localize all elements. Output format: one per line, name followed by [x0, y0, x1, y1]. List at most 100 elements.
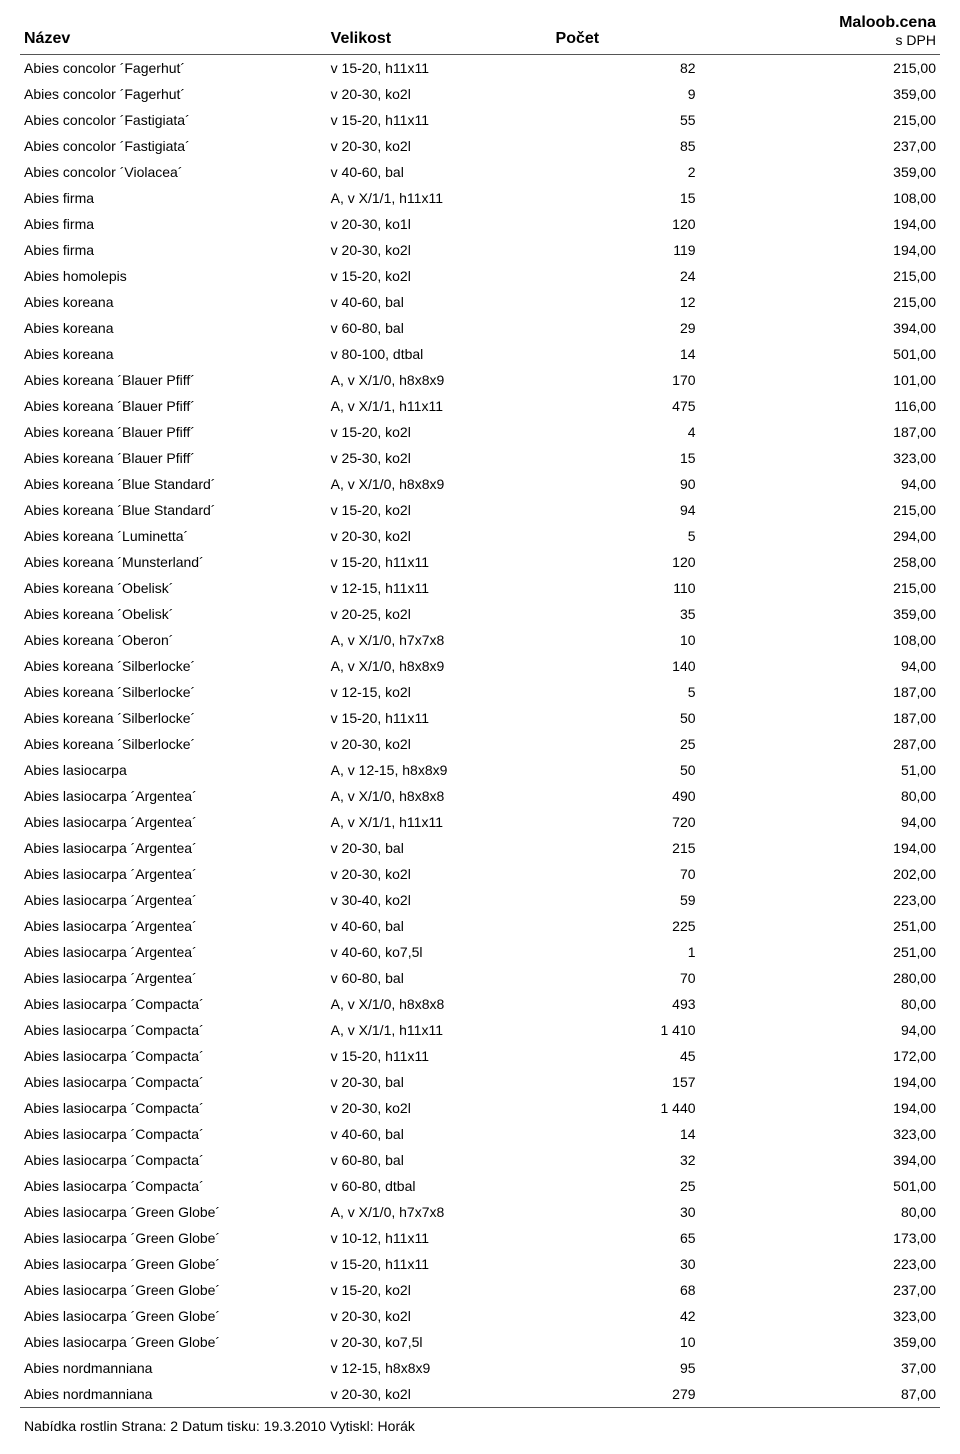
- cell-name: Abies concolor ´Violacea´: [20, 159, 327, 185]
- cell-size: v 20-30, ko2l: [327, 1381, 552, 1407]
- table-row: Abies lasiocarpa ´Green Globe´v 15-20, k…: [20, 1277, 940, 1303]
- cell-size: v 20-30, ko2l: [327, 731, 552, 757]
- cell-size: v 10-12, h11x11: [327, 1225, 552, 1251]
- table-row: Abies koreana ´Munsterland´v 15-20, h11x…: [20, 549, 940, 575]
- cell-size: v 20-30, ko2l: [327, 1303, 552, 1329]
- cell-name: Abies lasiocarpa ´Argentea´: [20, 887, 327, 913]
- cell-size: A, v X/1/1, h11x11: [327, 1017, 552, 1043]
- table-row: Abies firmav 20-30, ko2l119194,00: [20, 237, 940, 263]
- cell-size: A, v X/1/1, h11x11: [327, 393, 552, 419]
- cell-count: 120: [552, 211, 736, 237]
- table-row: Abies lasiocarpa ´Argentea´v 20-30, ko2l…: [20, 861, 940, 887]
- cell-size: v 15-20, h11x11: [327, 705, 552, 731]
- cell-size: v 15-20, ko2l: [327, 419, 552, 445]
- table-row: Abies koreana ´Obelisk´v 20-25, ko2l3535…: [20, 601, 940, 627]
- cell-count: 120: [552, 549, 736, 575]
- cell-count: 225: [552, 913, 736, 939]
- cell-name: Abies lasiocarpa ´Argentea´: [20, 835, 327, 861]
- table-row: Abies koreanav 40-60, bal12215,00: [20, 289, 940, 315]
- cell-name: Abies koreana ´Blauer Pfiff´: [20, 367, 327, 393]
- cell-size: v 20-30, ko2l: [327, 523, 552, 549]
- table-row: Abies koreana ´Blauer Pfiff´A, v X/1/1, …: [20, 393, 940, 419]
- table-row: Abies lasiocarpa ´Argentea´A, v X/1/0, h…: [20, 783, 940, 809]
- table-row: Abies koreana ´Blauer Pfiff´v 25-30, ko2…: [20, 445, 940, 471]
- cell-name: Abies koreana ´Obelisk´: [20, 601, 327, 627]
- cell-price: 51,00: [736, 757, 940, 783]
- cell-count: 45: [552, 1043, 736, 1069]
- cell-price: 223,00: [736, 1251, 940, 1277]
- cell-price: 359,00: [736, 1329, 940, 1355]
- cell-name: Abies koreana ´Blauer Pfiff´: [20, 393, 327, 419]
- cell-size: v 20-30, ko1l: [327, 211, 552, 237]
- cell-size: v 15-20, h11x11: [327, 1043, 552, 1069]
- cell-price: 237,00: [736, 1277, 940, 1303]
- cell-name: Abies concolor ´Fastigiata´: [20, 107, 327, 133]
- cell-count: 50: [552, 757, 736, 783]
- cell-count: 215: [552, 835, 736, 861]
- cell-name: Abies lasiocarpa ´Compacta´: [20, 1147, 327, 1173]
- cell-name: Abies koreana ´Blauer Pfiff´: [20, 419, 327, 445]
- cell-name: Abies lasiocarpa ´Green Globe´: [20, 1303, 327, 1329]
- cell-count: 5: [552, 679, 736, 705]
- cell-name: Abies koreana ´Silberlocke´: [20, 731, 327, 757]
- cell-price: 215,00: [736, 55, 940, 82]
- cell-name: Abies koreana ´Blue Standard´: [20, 471, 327, 497]
- cell-size: v 40-60, bal: [327, 913, 552, 939]
- table-row: Abies lasiocarpaA, v 12-15, h8x8x95051,0…: [20, 757, 940, 783]
- cell-name: Abies koreana ´Luminetta´: [20, 523, 327, 549]
- cell-size: v 20-25, ko2l: [327, 601, 552, 627]
- cell-price: 80,00: [736, 783, 940, 809]
- table-row: Abies firmaA, v X/1/1, h11x1115108,00: [20, 185, 940, 211]
- cell-count: 30: [552, 1251, 736, 1277]
- cell-size: v 20-30, ko2l: [327, 237, 552, 263]
- cell-price: 394,00: [736, 315, 940, 341]
- cell-size: v 12-15, ko2l: [327, 679, 552, 705]
- cell-price: 194,00: [736, 211, 940, 237]
- cell-name: Abies lasiocarpa ´Compacta´: [20, 1069, 327, 1095]
- cell-count: 9: [552, 81, 736, 107]
- price-list-table: Název Velikost Počet Maloob.cena s DPH A…: [20, 10, 940, 1408]
- table-row: Abies lasiocarpa ´Green Globe´v 15-20, h…: [20, 1251, 940, 1277]
- cell-size: v 15-20, ko2l: [327, 263, 552, 289]
- cell-size: v 15-20, h11x11: [327, 549, 552, 575]
- cell-name: Abies nordmanniana: [20, 1355, 327, 1381]
- cell-name: Abies koreana ´Silberlocke´: [20, 679, 327, 705]
- cell-name: Abies koreana ´Munsterland´: [20, 549, 327, 575]
- cell-size: v 40-60, bal: [327, 289, 552, 315]
- cell-price: 80,00: [736, 1199, 940, 1225]
- cell-price: 215,00: [736, 107, 940, 133]
- cell-price: 94,00: [736, 809, 940, 835]
- cell-name: Abies firma: [20, 185, 327, 211]
- cell-price: 187,00: [736, 419, 940, 445]
- cell-size: v 20-30, ko2l: [327, 133, 552, 159]
- cell-price: 194,00: [736, 835, 940, 861]
- table-row: Abies concolor ´Fagerhut´v 15-20, h11x11…: [20, 55, 940, 82]
- cell-size: v 15-20, h11x11: [327, 107, 552, 133]
- table-row: Abies lasiocarpa ´Argentea´v 20-30, bal2…: [20, 835, 940, 861]
- table-row: Abies koreana ´Blauer Pfiff´A, v X/1/0, …: [20, 367, 940, 393]
- cell-count: 42: [552, 1303, 736, 1329]
- table-row: Abies lasiocarpa ´Compacta´v 60-80, bal3…: [20, 1147, 940, 1173]
- cell-name: Abies lasiocarpa ´Argentea´: [20, 913, 327, 939]
- cell-count: 15: [552, 445, 736, 471]
- cell-price: 359,00: [736, 159, 940, 185]
- cell-count: 14: [552, 341, 736, 367]
- cell-size: v 40-60, bal: [327, 1121, 552, 1147]
- cell-count: 82: [552, 55, 736, 82]
- cell-count: 279: [552, 1381, 736, 1407]
- cell-count: 4: [552, 419, 736, 445]
- table-row: Abies concolor ´Fagerhut´v 20-30, ko2l93…: [20, 81, 940, 107]
- cell-count: 30: [552, 1199, 736, 1225]
- cell-size: A, v X/1/1, h11x11: [327, 809, 552, 835]
- cell-price: 258,00: [736, 549, 940, 575]
- table-row: Abies lasiocarpa ´Compacta´v 15-20, h11x…: [20, 1043, 940, 1069]
- cell-size: A, v X/1/0, h8x8x9: [327, 471, 552, 497]
- cell-name: Abies lasiocarpa ´Compacta´: [20, 1017, 327, 1043]
- cell-count: 1 440: [552, 1095, 736, 1121]
- cell-name: Abies firma: [20, 237, 327, 263]
- cell-price: 223,00: [736, 887, 940, 913]
- cell-price: 173,00: [736, 1225, 940, 1251]
- table-row: Abies nordmannianav 20-30, ko2l27987,00: [20, 1381, 940, 1407]
- cell-price: 251,00: [736, 939, 940, 965]
- cell-count: 490: [552, 783, 736, 809]
